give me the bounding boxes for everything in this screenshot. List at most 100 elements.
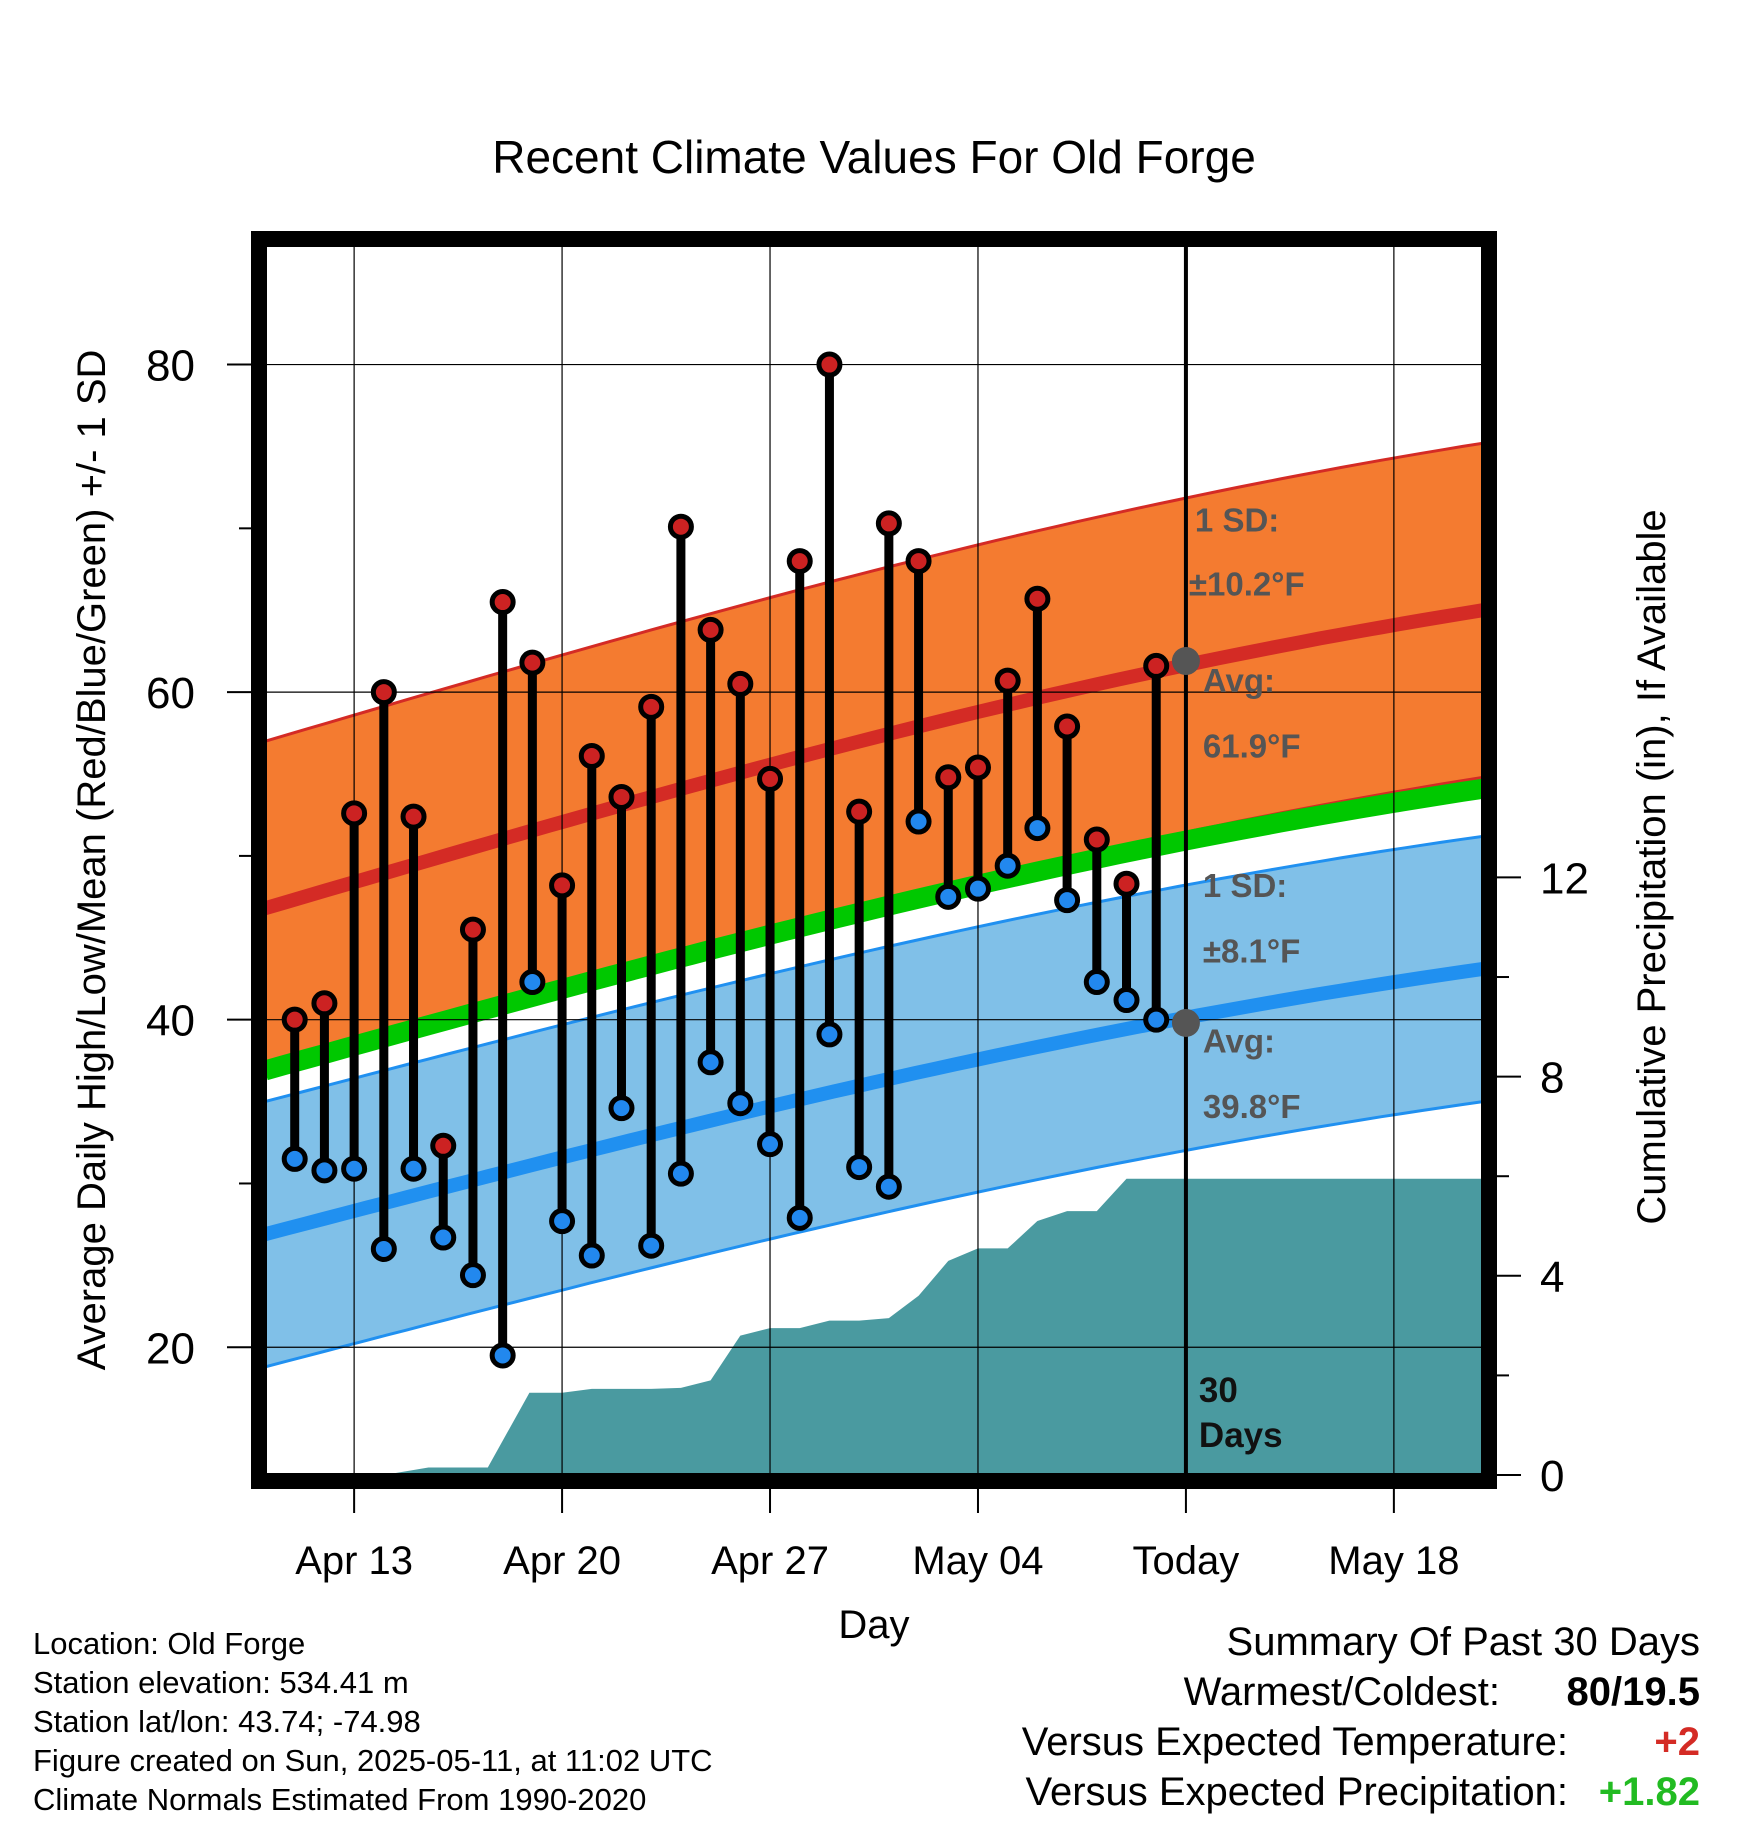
high-sd-band-upper (265, 441, 1483, 743)
temp-value: +2 (1654, 1720, 1700, 1764)
daily-high-point (964, 754, 991, 781)
daily-high-point (667, 513, 694, 540)
daily-high-point (875, 510, 902, 537)
elevation-text: Station elevation: 534.41 m (33, 1665, 409, 1700)
low-avg-value: 39.8°F (1203, 1088, 1301, 1125)
daily-low-point (459, 1262, 486, 1289)
plot-frame (251, 231, 1497, 1489)
daily-low-point (935, 883, 962, 910)
daily-low-point (608, 1095, 635, 1122)
daily-high-point (608, 783, 635, 810)
low-sd-label: 1 SD: (1203, 867, 1287, 904)
daily-high-point (1143, 652, 1170, 679)
avg-mean-line (265, 778, 1483, 1081)
daily-low-point (1024, 815, 1051, 842)
daily-low-point (994, 852, 1021, 879)
chart-title: Recent Climate Values For Old Forge (492, 131, 1256, 183)
daily-low-point (667, 1160, 694, 1187)
low-sd-value: ±8.1°F (1203, 932, 1300, 969)
daily-low-point (875, 1173, 902, 1200)
x-tick-label: Apr 13 (295, 1539, 413, 1583)
x-tick-label: Apr 27 (711, 1539, 829, 1583)
precip-area (265, 1178, 1483, 1475)
low-sd-band-upper (265, 834, 1483, 1104)
daily-low-point (430, 1224, 457, 1251)
high-sd-value: ±10.2°F (1189, 565, 1305, 602)
daily-low-point (489, 1342, 516, 1369)
daily-high-point (549, 872, 576, 899)
daily-high-point (816, 351, 843, 378)
daily-high-point (846, 798, 873, 825)
daily-low-point (846, 1154, 873, 1181)
daily-high-point (994, 667, 1021, 694)
y-tick-label: 20 (146, 1324, 195, 1373)
high-avg-label: Avg: (1203, 662, 1275, 699)
daily-high-point (786, 548, 813, 575)
y-tick-label: 60 (146, 669, 195, 718)
daily-high-point (519, 649, 546, 676)
daily-low-point (400, 1155, 427, 1182)
daily-high-point (727, 670, 754, 697)
location-text: Location: Old Forge (33, 1626, 306, 1661)
daily-high-point (459, 916, 486, 943)
daily-low-point (281, 1145, 308, 1172)
days-word-label: Days (1199, 1416, 1283, 1455)
x-tick-label: May 18 (1328, 1539, 1459, 1583)
daily-high-point (370, 679, 397, 706)
y2-tick-label: 0 (1540, 1452, 1564, 1501)
y2-tick-label: 8 (1540, 1054, 1564, 1103)
x-tick-label: May 04 (912, 1539, 1043, 1583)
daily-low-point (1083, 969, 1110, 996)
daily-high-point (400, 803, 427, 830)
latlon-text: Station lat/lon: 43.74; -74.98 (33, 1704, 421, 1739)
daily-low-point (964, 875, 991, 902)
days-count-label: 30 (1199, 1371, 1238, 1410)
x-tick-label: Today (1133, 1539, 1240, 1583)
y-axis-label: Average Daily High/Low/Mean (Red/Blue/Gr… (70, 350, 114, 1371)
daily-bars (281, 351, 1170, 1369)
plot-area: 1 SD: ±10.2°F Avg: 61.9°F 1 SD: ±8.1°F Avg: 39.… (265, 245, 1483, 1475)
high-sd-label: 1 SD: (1195, 502, 1279, 539)
high-sd-band (265, 443, 1483, 1076)
today-avg-low-marker (1171, 1008, 1200, 1037)
daily-high-point (638, 693, 665, 720)
warmest-coldest-label: Warmest/Coldest: (1183, 1670, 1500, 1714)
days-annotation: 30 Days (1199, 1371, 1283, 1455)
y-tick-label: 40 (146, 997, 195, 1046)
daily-high-point (341, 800, 368, 827)
daily-low-point (697, 1049, 724, 1076)
daily-low-point (370, 1235, 397, 1262)
axes: 20 40 60 80 0 4 8 12 Apr 13 Apr 20 Apr 27 May 04 Tod… (146, 342, 1589, 1583)
daily-high-point (489, 589, 516, 616)
temp-label: Versus Expected Temperature: (1021, 1720, 1568, 1764)
low-sd-band-lower (265, 1100, 1483, 1369)
daily-low-point (786, 1204, 813, 1231)
daily-low-point (905, 808, 932, 835)
daily-low-point (816, 1021, 843, 1048)
daily-high-point (935, 764, 962, 791)
annotations: 1 SD: ±10.2°F Avg: 61.9°F 1 SD: ±8.1°F Avg: 39.… (1189, 502, 1305, 1125)
y2-tick-label: 4 (1540, 1253, 1564, 1302)
normals-text: Climate Normals Estimated From 1990-2020 (33, 1782, 647, 1817)
daily-high-point (1024, 585, 1051, 612)
daily-high-point (578, 742, 605, 769)
daily-low-point (519, 969, 546, 996)
daily-low-point (638, 1232, 665, 1259)
daily-low-point (727, 1090, 754, 1117)
x-axis-label: Day (838, 1603, 909, 1647)
warmest-coldest-value: 80/19.5 (1566, 1670, 1700, 1714)
avg-low-line (265, 961, 1483, 1241)
daily-low-point (311, 1157, 338, 1184)
daily-low-point (1113, 987, 1140, 1014)
daily-high-point (311, 990, 338, 1017)
summary-title: Summary Of Past 30 Days (1226, 1620, 1700, 1664)
daily-low-point (1143, 1006, 1170, 1033)
daily-low-point (757, 1131, 784, 1158)
daily-high-point (1113, 870, 1140, 897)
low-sd-band (265, 836, 1483, 1367)
daily-low-point (1054, 887, 1081, 914)
daily-low-point (549, 1208, 576, 1235)
daily-high-point (757, 765, 784, 792)
y2-axis-label: Cumulative Precipitation (in), If Availa… (1630, 509, 1674, 1224)
